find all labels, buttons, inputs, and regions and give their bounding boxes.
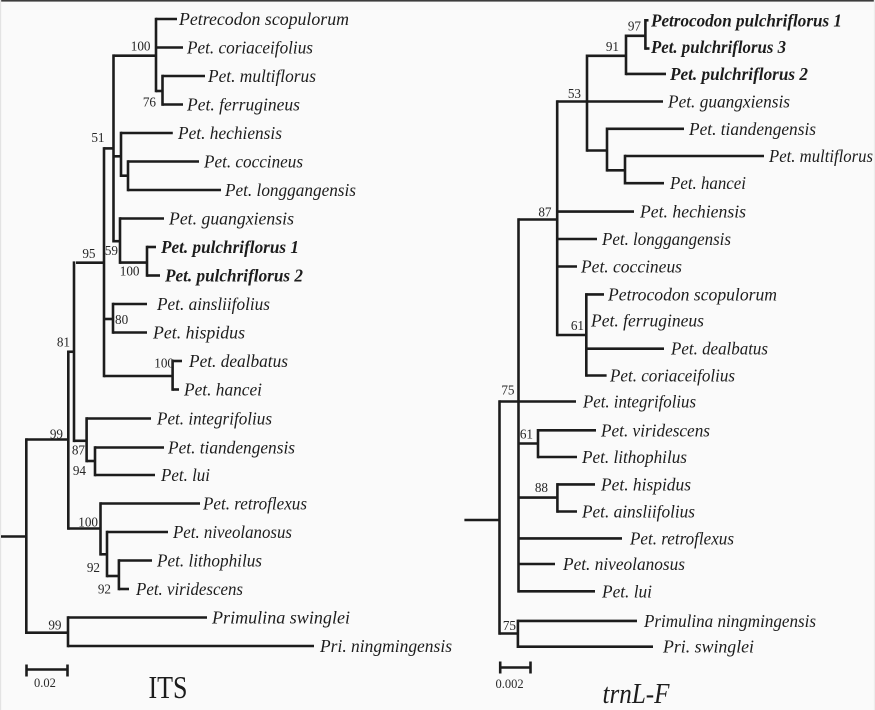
svg-text:91: 91 [606, 39, 619, 54]
svg-text:Pet. lui: Pet. lui [160, 465, 210, 485]
svg-text:100: 100 [131, 38, 151, 53]
svg-text:0.002: 0.002 [496, 677, 524, 691]
svg-text:81: 81 [57, 335, 70, 350]
svg-text:Primulina ningmingensis: Primulina ningmingensis [643, 611, 816, 631]
svg-text:61: 61 [571, 318, 584, 333]
svg-text:100: 100 [78, 515, 98, 530]
svg-text:87: 87 [72, 443, 86, 458]
svg-text:Pet. niveolanosus: Pet. niveolanosus [562, 554, 685, 574]
svg-text:Pet. coriaceifolius: Pet. coriaceifolius [186, 38, 313, 58]
svg-text:80: 80 [115, 312, 129, 327]
svg-text:Pet. retroflexus: Pet. retroflexus [629, 528, 734, 548]
svg-text:Pet. dealbatus: Pet. dealbatus [670, 339, 768, 359]
svg-text:Petrocodon pulchriflorus 1: Petrocodon pulchriflorus 1 [650, 10, 842, 30]
svg-text:Pet. ainsliifolius: Pet. ainsliifolius [581, 502, 695, 522]
svg-text:Pet. ferrugineus: Pet. ferrugineus [186, 95, 300, 115]
svg-text:Pet. guangxiensis: Pet. guangxiensis [667, 92, 790, 112]
svg-text:Pet. viridescens: Pet. viridescens [135, 579, 243, 599]
svg-text:59: 59 [105, 243, 119, 258]
svg-text:95: 95 [82, 246, 96, 261]
svg-text:99: 99 [48, 618, 62, 633]
svg-text:Pet. lithophilus: Pet. lithophilus [156, 551, 262, 571]
svg-text:Pri. swinglei: Pri. swinglei [662, 637, 754, 657]
svg-text:76: 76 [143, 95, 157, 110]
svg-text:97: 97 [628, 19, 642, 34]
svg-text:Pet. coriaceifolius: Pet. coriaceifolius [609, 366, 735, 386]
svg-text:Pet. viridescens: Pet. viridescens [600, 420, 710, 440]
svg-text:87: 87 [538, 205, 552, 220]
svg-text:92: 92 [98, 581, 111, 596]
svg-text:Pet. guangxiensis: Pet. guangxiensis [168, 209, 294, 229]
svg-text:Pet. tiandengensis: Pet. tiandengensis [688, 119, 816, 139]
svg-text:Pet. pulchriflorus 3: Pet. pulchriflorus 3 [650, 37, 786, 57]
svg-text:Pet. niveolanosus: Pet. niveolanosus [172, 522, 292, 542]
svg-text:61: 61 [520, 427, 533, 442]
svg-text:Petrecodon scopulorum: Petrecodon scopulorum [178, 9, 349, 29]
svg-text:Pet. lithophilus: Pet. lithophilus [581, 447, 687, 467]
svg-text:Pet. hancei: Pet. hancei [183, 380, 262, 400]
svg-text:Petrocodon scopulorum: Petrocodon scopulorum [607, 284, 777, 304]
svg-text:Pet. retroflexus: Pet. retroflexus [202, 494, 307, 514]
svg-text:Pet. coccineus: Pet. coccineus [580, 257, 682, 277]
svg-text:92: 92 [87, 560, 100, 575]
svg-text:Pet. hispidus: Pet. hispidus [600, 474, 691, 494]
svg-text:75: 75 [503, 618, 517, 633]
svg-text:Pet. pulchriflorus 1: Pet. pulchriflorus 1 [160, 237, 299, 257]
svg-text:Pet. lui: Pet. lui [601, 581, 652, 601]
svg-text:99: 99 [50, 427, 64, 442]
svg-text:Pet. ainsliifolius: Pet. ainsliifolius [156, 294, 270, 314]
svg-text:51: 51 [91, 130, 104, 145]
svg-text:0.02: 0.02 [34, 676, 56, 690]
svg-text:100: 100 [154, 356, 174, 371]
svg-text:Pet. hechiensis: Pet. hechiensis [639, 202, 746, 222]
svg-text:Pet. dealbatus: Pet. dealbatus [188, 351, 288, 371]
svg-text:trnL-F: trnL-F [603, 678, 670, 710]
svg-text:Pet. multiflorus: Pet. multiflorus [768, 146, 873, 166]
svg-text:Pet. longgangensis: Pet. longgangensis [601, 229, 731, 249]
svg-text:Pet. tiandengensis: Pet. tiandengensis [167, 438, 295, 458]
svg-text:Pet. hechiensis: Pet. hechiensis [177, 123, 282, 143]
svg-text:94: 94 [73, 463, 87, 478]
svg-text:75: 75 [501, 383, 515, 398]
svg-text:100: 100 [120, 264, 140, 279]
svg-text:Pet. hispidus: Pet. hispidus [152, 323, 245, 343]
svg-text:Pet. integrifolius: Pet. integrifolius [582, 392, 696, 412]
svg-text:Pet. hancei: Pet. hancei [669, 173, 746, 193]
svg-text:Pet. multiflorus: Pet. multiflorus [207, 66, 316, 86]
svg-text:Pet. pulchriflorus 2: Pet. pulchriflorus 2 [164, 266, 303, 286]
svg-text:Pet. integrifolius: Pet. integrifolius [156, 409, 272, 429]
svg-text:53: 53 [568, 86, 582, 101]
svg-text:88: 88 [535, 480, 549, 495]
svg-text:Pet. longgangensis: Pet. longgangensis [224, 180, 356, 200]
svg-text:Primulina swinglei: Primulina swinglei [211, 608, 350, 628]
svg-text:Pri. ningmingensis: Pri. ningmingensis [319, 636, 452, 656]
svg-text:ITS: ITS [149, 669, 188, 705]
svg-text:Pet. pulchriflorus 2: Pet. pulchriflorus 2 [669, 64, 808, 84]
svg-text:Pet. ferrugineus: Pet. ferrugineus [590, 310, 704, 330]
svg-text:Pet. coccineus: Pet. coccineus [203, 152, 303, 172]
